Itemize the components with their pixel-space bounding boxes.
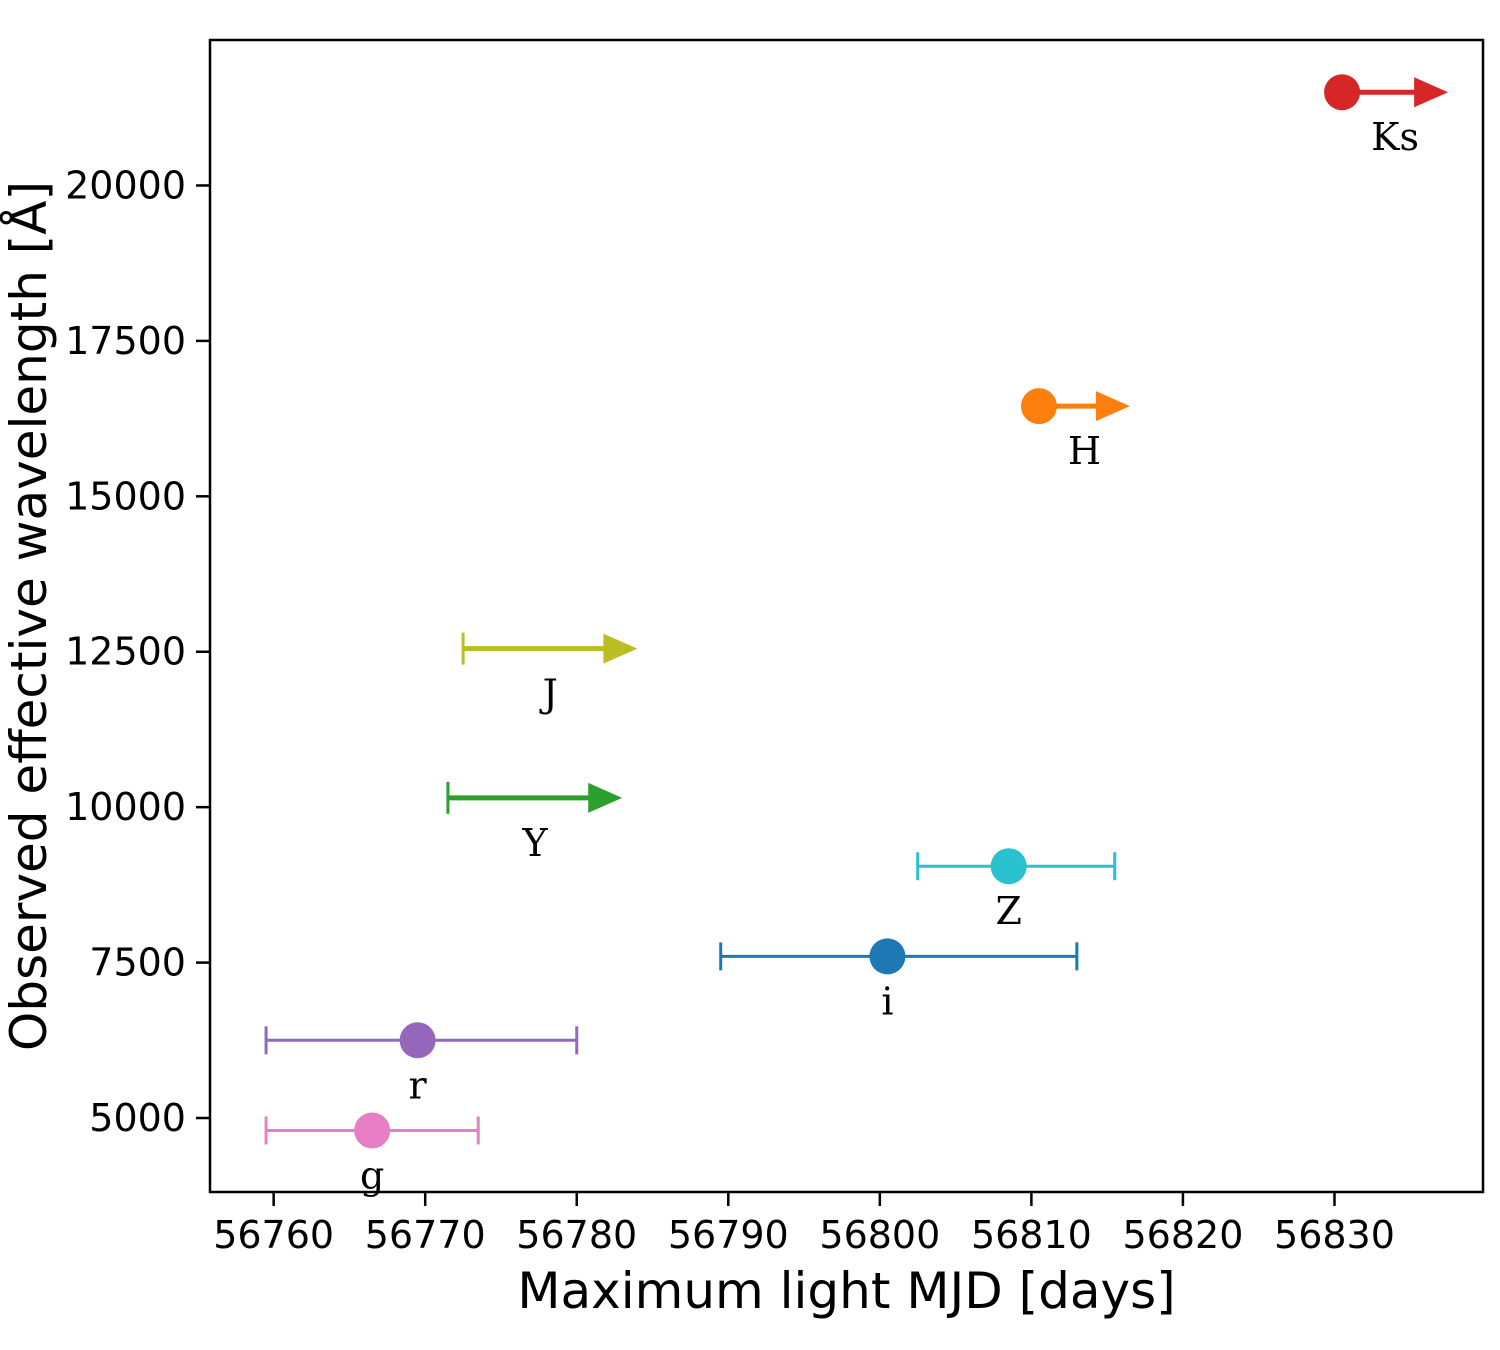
- series-i: i: [719, 938, 1079, 1023]
- series-Ks: Ks: [1324, 74, 1449, 159]
- y-tick-label: 15000: [65, 474, 186, 518]
- y-tick-label: 10000: [65, 785, 186, 829]
- series-J: J: [461, 632, 638, 716]
- point-label-J: J: [539, 672, 558, 716]
- series-r: r: [264, 1022, 579, 1107]
- x-tick-label: 56830: [1274, 1213, 1395, 1257]
- x-tick-label: 56810: [971, 1213, 1092, 1257]
- point-label-i: i: [881, 979, 893, 1023]
- limit-arrow-head: [1414, 77, 1449, 108]
- point-label-Ks: Ks: [1371, 115, 1419, 159]
- x-tick-label: 56780: [516, 1213, 637, 1257]
- limit-arrow-head: [603, 633, 638, 664]
- point-label-r: r: [409, 1063, 428, 1107]
- point-label-Z: Z: [995, 889, 1021, 933]
- x-tick-label: 56820: [1122, 1213, 1243, 1257]
- data-point-r: [399, 1022, 436, 1059]
- x-tick-label: 56760: [213, 1213, 334, 1257]
- point-label-g: g: [360, 1153, 384, 1197]
- y-tick-label: 20000: [65, 163, 186, 207]
- y-tick-label: 5000: [89, 1096, 186, 1140]
- x-axis-label: Maximum light MJD [days]: [517, 1262, 1175, 1320]
- series-g: g: [264, 1112, 480, 1197]
- y-tick-label: 17500: [65, 319, 186, 363]
- series-Z: Z: [916, 848, 1117, 933]
- point-label-H: H: [1068, 429, 1101, 473]
- x-tick-label: 56770: [365, 1213, 486, 1257]
- data-point-i: [869, 938, 906, 975]
- x-tick-label: 56790: [668, 1213, 789, 1257]
- series-Y: Y: [446, 781, 623, 865]
- y-axis-label: Observed effective wavelength [Å]: [0, 181, 58, 1051]
- plot-frame: [208, 38, 1485, 1194]
- data-point-Ks: [1324, 74, 1361, 111]
- data-point-Z: [990, 848, 1027, 885]
- y-tick-label: 7500: [89, 941, 186, 985]
- data-point-g: [354, 1112, 391, 1149]
- point-label-Y: Y: [522, 821, 549, 865]
- y-tick-label: 12500: [65, 630, 186, 674]
- limit-arrow-head: [1095, 391, 1130, 422]
- limit-arrow-head: [588, 782, 623, 813]
- x-tick-label: 56800: [819, 1213, 940, 1257]
- data-point-H: [1020, 388, 1057, 425]
- series-H: H: [1020, 388, 1130, 473]
